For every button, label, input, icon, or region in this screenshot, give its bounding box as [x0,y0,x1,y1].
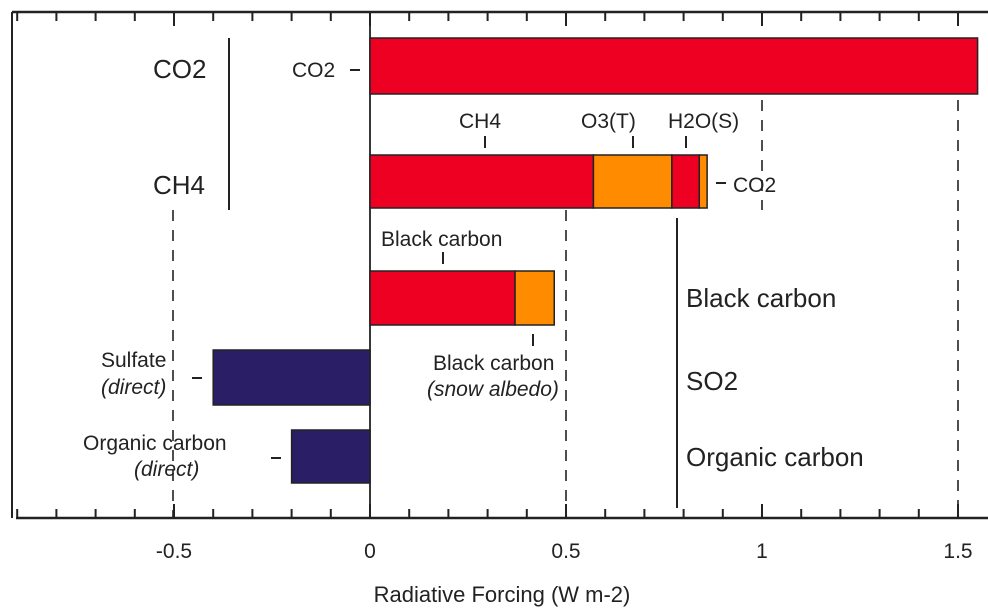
bar-segment-1-0 [369,154,595,209]
bar-segment-1-1 [592,154,673,209]
bc-snow-label-line1: Black carbon [433,352,554,375]
bc-seg-label: Black carbon [381,228,502,251]
ch4-seg-label: CH4 [459,110,501,133]
co2-tip-label: CO2 [733,174,776,197]
oc-label-line1: Organic carbon [83,432,227,455]
bar-segment-1-2 [671,154,701,209]
tick-label: 1.5 [943,540,972,563]
sulfate-label-line1: Sulfate [101,349,166,372]
sulfate-label-line2: (direct) [101,376,166,399]
oc-label-line2: (direct) [134,458,199,481]
bar-segment-3-0 [212,349,371,406]
bar-segment-1-3 [698,154,708,209]
tick-label: 0 [364,540,376,563]
h2os-seg-label: H2O(S) [668,110,739,133]
tick-label: -0.5 [156,540,192,563]
bar-segment-2-0 [369,270,516,326]
bar-segment-0-0 [369,37,979,95]
bar-segment-4-0 [290,429,371,484]
bar-segment-2-1 [514,270,555,326]
bc-right-label: Black carbon [686,283,836,313]
x-axis-title: Radiative Forcing (W m-2) [374,582,631,607]
bc-snow-label-line2: (snow albedo) [427,378,559,401]
o3t-seg-label: O3(T) [581,110,636,133]
so2-right-label: SO2 [686,366,738,396]
tick-label: 0.5 [551,540,580,563]
bars-group [212,37,979,484]
tick-labels: -0.5 0 0.5 1 1.5 [156,540,973,563]
oc-right-label: Organic carbon [686,442,864,472]
ch4-left-label: CH4 [153,170,205,200]
co2-bar-label: CO2 [292,59,335,82]
co2-left-label: CO2 [153,54,206,84]
tick-label: 1 [756,540,768,563]
